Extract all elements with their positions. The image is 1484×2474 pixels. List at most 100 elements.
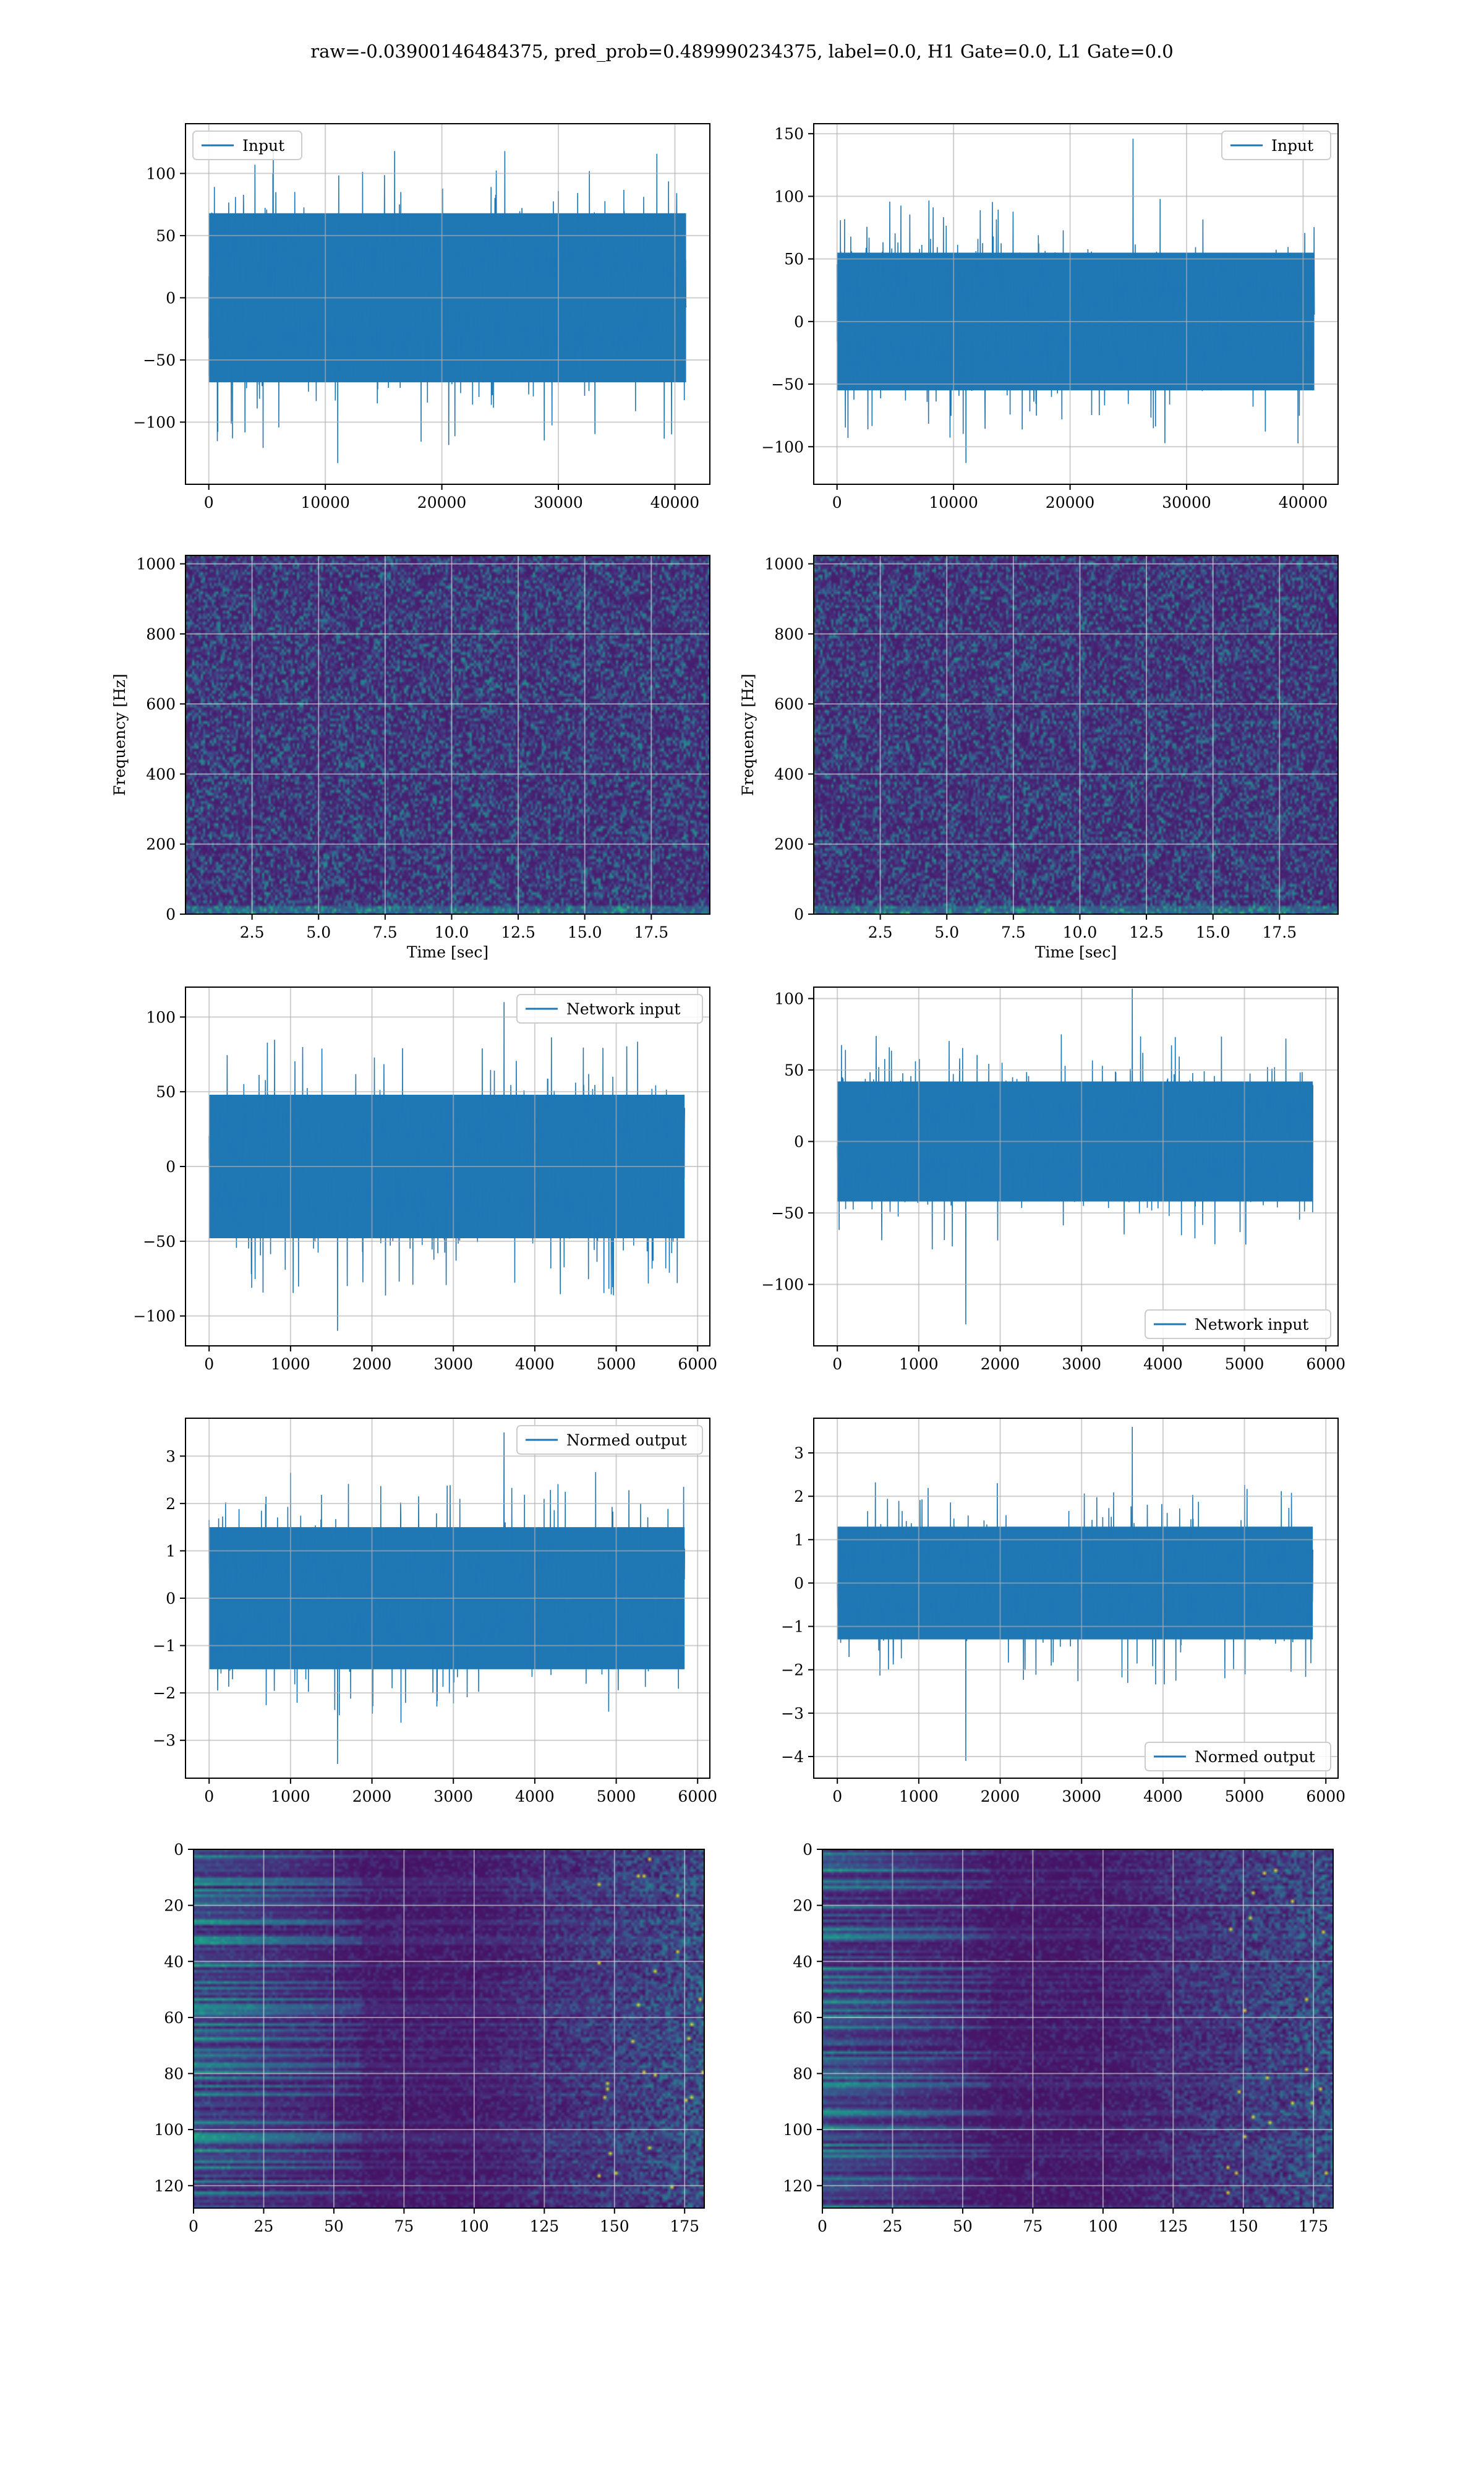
y-tick-label: 50 bbox=[784, 1061, 804, 1079]
feature-map-image bbox=[194, 1849, 704, 2208]
x-tick-label: 7.5 bbox=[1001, 923, 1026, 941]
feature-map-image bbox=[822, 1849, 1333, 2208]
x-tick-label: 2000 bbox=[981, 1787, 1020, 1805]
legend-label: Network input bbox=[566, 1000, 680, 1018]
x-tick-label: 2000 bbox=[352, 1787, 392, 1805]
panel-network-input-h1: 0 1000 2000 3000 4000 5000 6000 −100 −50 0 50 100 Ne… bbox=[133, 987, 717, 1373]
axes-frame bbox=[185, 555, 710, 915]
legend-label: Input bbox=[242, 137, 284, 155]
y-tick-label: 1 bbox=[166, 1542, 176, 1560]
y-tick-label: 0 bbox=[166, 289, 176, 307]
y-tick-label: 3 bbox=[166, 1447, 176, 1465]
x-tick-label: 0 bbox=[832, 1787, 842, 1805]
x-tick-label: 12.5 bbox=[1129, 923, 1164, 941]
plot-area bbox=[814, 1418, 1338, 1778]
y-tick-label: −100 bbox=[761, 438, 804, 456]
legend: Normed output bbox=[1145, 1742, 1331, 1771]
x-tick-label: 0 bbox=[817, 2217, 827, 2235]
y-tick-label: 0 bbox=[794, 313, 804, 331]
y-tick-label: −4 bbox=[781, 1748, 804, 1766]
x-tick-label: 4000 bbox=[1143, 1355, 1183, 1373]
x-tick-label: 3000 bbox=[1062, 1355, 1101, 1373]
y-tick-label: 0 bbox=[166, 1590, 176, 1607]
y-tick-label: 150 bbox=[774, 125, 804, 143]
x-axis-label: Time [sec] bbox=[1035, 943, 1117, 961]
legend-label: Network input bbox=[1195, 1316, 1308, 1333]
y-tick-label: −100 bbox=[133, 1308, 176, 1325]
legend-label: Normed output bbox=[1195, 1748, 1315, 1766]
x-tick-label: 100 bbox=[1088, 2217, 1118, 2235]
y-tick-label: −2 bbox=[781, 1661, 804, 1679]
x-tick-label: 30000 bbox=[534, 494, 583, 511]
x-tick-label: 75 bbox=[1023, 2217, 1043, 2235]
x-tick-label: 100 bbox=[459, 2217, 489, 2235]
x-tick-label: 0 bbox=[204, 494, 214, 511]
x-tick-label: 3000 bbox=[433, 1787, 473, 1805]
y-tick-label: 60 bbox=[164, 2009, 184, 2027]
y-tick-label: 60 bbox=[793, 2009, 812, 2027]
axes-frame bbox=[813, 987, 1339, 1346]
panel-feature-map-h1: 0 25 50 75 100 125 150 175 0 20 40 60 80 100 120 bbox=[154, 1841, 705, 2235]
axes-frame bbox=[813, 1418, 1339, 1779]
x-tick-label: 1000 bbox=[899, 1787, 939, 1805]
x-tick-label: 5.0 bbox=[306, 923, 331, 941]
x-tick-label: 75 bbox=[394, 2217, 414, 2235]
x-tick-label: 175 bbox=[670, 2217, 699, 2235]
x-tick-label: 3000 bbox=[1062, 1787, 1101, 1805]
axes-frame bbox=[185, 123, 710, 485]
axes-frame bbox=[822, 1849, 1334, 2209]
spectrogram-image bbox=[814, 555, 1338, 914]
x-tick-label: 5.0 bbox=[934, 923, 959, 941]
x-tick-label: 2000 bbox=[352, 1355, 392, 1373]
y-tick-label: 600 bbox=[146, 695, 176, 713]
legend: Input bbox=[1221, 131, 1331, 160]
plot-area bbox=[814, 555, 1338, 914]
y-tick-label: 100 bbox=[774, 187, 804, 205]
panel-network-input-l1: 0 1000 2000 3000 4000 5000 6000 −100 −50 0 50 100 Ne… bbox=[761, 987, 1345, 1373]
plot-area bbox=[186, 124, 710, 484]
x-tick-label: 5000 bbox=[1225, 1355, 1264, 1373]
x-tick-label: 4000 bbox=[515, 1355, 555, 1373]
x-tick-label: 150 bbox=[600, 2217, 629, 2235]
x-tick-label: 6000 bbox=[678, 1787, 717, 1805]
x-tick-label: 0 bbox=[189, 2217, 198, 2235]
y-tick-label: −100 bbox=[133, 413, 176, 431]
x-tick-label: 12.5 bbox=[501, 923, 535, 941]
legend: Input bbox=[192, 131, 302, 160]
y-tick-label: 20 bbox=[793, 1897, 812, 1915]
panel-input-l1: 0 10000 20000 30000 40000 −100 −50 0 50 100 150 Inp… bbox=[761, 123, 1339, 511]
x-tick-label: 10.0 bbox=[435, 923, 469, 941]
x-tick-label: 125 bbox=[1158, 2217, 1188, 2235]
y-tick-label: 100 bbox=[146, 1008, 176, 1026]
x-tick-label: 2000 bbox=[981, 1355, 1020, 1373]
x-tick-label: 0 bbox=[204, 1787, 214, 1805]
y-tick-label: 0 bbox=[166, 905, 176, 923]
x-tick-label: 20000 bbox=[1046, 494, 1095, 511]
x-tick-label: 0 bbox=[832, 494, 842, 511]
x-tick-label: 4000 bbox=[1143, 1787, 1183, 1805]
y-tick-label: 0 bbox=[803, 1841, 812, 1859]
panel-spectrogram-l1: 2.5 5.0 7.5 10.0 12.5 15.0 17.5 0 200 400 600 800 10… bbox=[739, 555, 1339, 961]
x-tick-label: 6000 bbox=[1306, 1787, 1345, 1805]
y-tick-label: 40 bbox=[793, 1953, 812, 1971]
y-tick-label: 800 bbox=[774, 625, 804, 643]
x-tick-label: 150 bbox=[1229, 2217, 1258, 2235]
y-tick-label: −50 bbox=[143, 351, 176, 369]
y-tick-label: 120 bbox=[154, 2177, 184, 2195]
panel-normed-output-h1: 0 1000 2000 3000 4000 5000 6000 −3 −2 −1 0 1 2 3 Norme… bbox=[153, 1418, 717, 1805]
x-tick-label: 15.0 bbox=[1196, 923, 1230, 941]
x-tick-label: 30000 bbox=[1162, 494, 1211, 511]
x-tick-label: 15.0 bbox=[568, 923, 602, 941]
x-tick-label: 20000 bbox=[417, 494, 467, 511]
legend: Network input bbox=[516, 994, 703, 1024]
axes-frame bbox=[813, 123, 1339, 485]
y-tick-label: 100 bbox=[146, 165, 176, 182]
legend-label: Input bbox=[1271, 137, 1313, 155]
panel-feature-map-l1: 0 25 50 75 100 125 150 175 0 20 40 60 80 100 120 bbox=[783, 1841, 1334, 2235]
x-tick-label: 1000 bbox=[899, 1355, 939, 1373]
legend-label: Normed output bbox=[566, 1431, 687, 1449]
x-tick-label: 6000 bbox=[1306, 1355, 1345, 1373]
y-tick-label: 40 bbox=[164, 1953, 184, 1971]
y-tick-label: 20 bbox=[164, 1897, 184, 1915]
y-tick-label: 2 bbox=[166, 1495, 176, 1513]
